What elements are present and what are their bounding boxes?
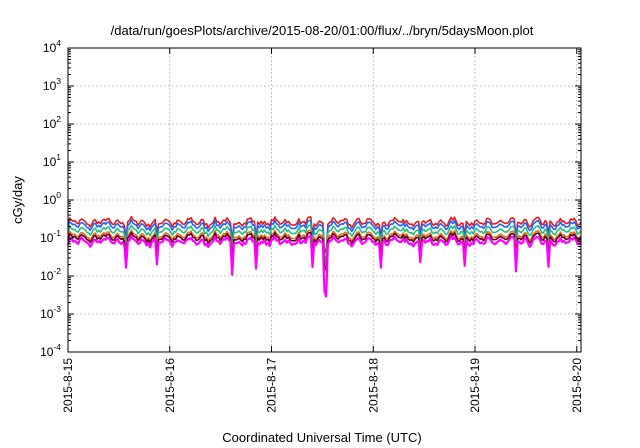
y-tick-label: 101 xyxy=(43,152,61,169)
x-tick-label: 2015-8-15 xyxy=(61,358,75,413)
y-tick-label: 104 xyxy=(43,38,61,55)
y-axis-tick-labels: 104 103 102 101 100 10-1 10-2 10-3 10-4 xyxy=(40,38,61,359)
y-tick-label: 10-4 xyxy=(40,342,61,359)
x-axis-tick-labels: 2015-8-15 2015-8-16 2015-8-17 2015-8-18 2015… xyxy=(61,358,584,413)
y-tick-label: 10-3 xyxy=(40,304,61,321)
x-tick-label: 2015-8-16 xyxy=(163,358,177,413)
y-tick-label: 103 xyxy=(43,76,61,93)
x-tick-label: 2015-8-20 xyxy=(570,358,584,413)
axis-ticks xyxy=(67,47,581,353)
y-tick-label: 10-2 xyxy=(40,266,61,283)
chart-title: /data/run/goesPlots/archive/2015-08-20/0… xyxy=(111,23,534,38)
x-tick-label: 2015-8-19 xyxy=(468,358,482,413)
x-axis-label: Coordinated Universal Time (UTC) xyxy=(222,430,421,445)
x-tick-label: 2015-8-17 xyxy=(265,358,279,413)
data-series xyxy=(66,215,582,298)
grid-lines xyxy=(67,48,581,352)
series-line-6 xyxy=(66,234,582,298)
y-tick-label: 100 xyxy=(43,190,61,207)
x-tick-label: 2015-8-18 xyxy=(366,358,380,413)
y-axis-label: cGy/day xyxy=(10,176,25,224)
y-tick-label: 10-1 xyxy=(40,228,61,245)
y-tick-label: 102 xyxy=(43,114,61,131)
